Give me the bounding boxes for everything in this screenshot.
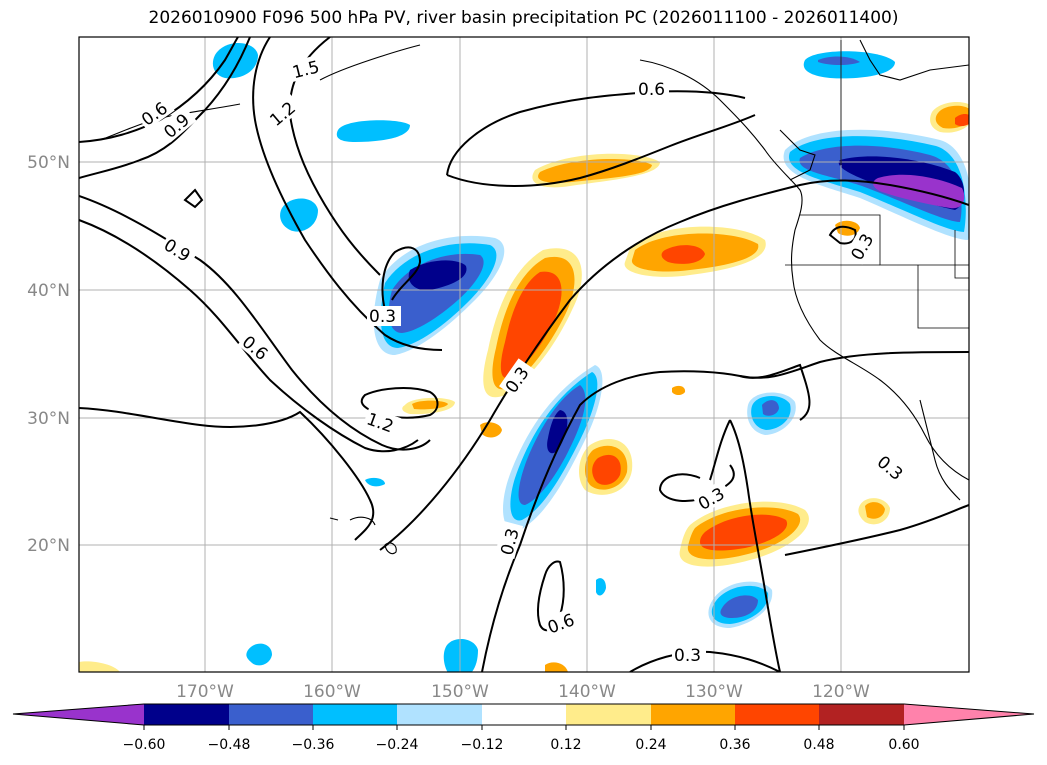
colorbar: −0.60 −0.48 −0.36 −0.24 −0.12 0.12 0.24 … xyxy=(12,703,1035,753)
colorbar-segment-4 xyxy=(397,704,482,725)
colorbar-segment-3 xyxy=(313,704,397,725)
colorbar-tick-8: 0.48 xyxy=(803,737,834,753)
pv-contours xyxy=(79,37,969,672)
pv-label-14: 0.3 xyxy=(674,646,701,666)
colorbar-segment-5 xyxy=(482,704,566,725)
precip-band-negative-south xyxy=(503,365,603,531)
precip-blob-positive-1 xyxy=(578,438,633,495)
colorbar-tick-7: 0.36 xyxy=(719,737,750,753)
lon-label-130w: 130°W xyxy=(685,682,743,702)
pv-label-5: 0.6 xyxy=(638,80,665,100)
lat-label-50n: 50°N xyxy=(27,153,70,173)
map-gridlines xyxy=(79,37,969,672)
colorbar-segment-0 xyxy=(13,704,144,725)
colorbar-tick-2: −0.36 xyxy=(292,737,335,753)
colorbar-segment-10 xyxy=(904,704,1034,725)
colorbar-tick-6: 0.24 xyxy=(635,737,666,753)
precip-band-negative-west xyxy=(373,235,505,355)
lat-label-20n: 20°N xyxy=(27,536,70,556)
precip-blob-negative-nw xyxy=(783,129,969,240)
lon-label-160w: 160°W xyxy=(303,682,361,702)
colorbar-tick-4: −0.12 xyxy=(461,737,504,753)
state-borders xyxy=(785,40,969,329)
colorbar-tick-3: −0.24 xyxy=(376,737,419,753)
colorbar-segment-8 xyxy=(735,704,819,725)
colorbar-segment-2 xyxy=(229,704,313,725)
colorbar-tick-1: −0.48 xyxy=(208,737,251,753)
lat-label-40n: 40°N xyxy=(27,281,70,301)
pv-contour-labels: 1.5 1.2 0.9 0.6 0.6 0.9 0.6 0.3 1.2 0.3 … xyxy=(135,54,912,666)
colorbar-segment-9 xyxy=(819,704,904,725)
precip-small-positives xyxy=(79,102,969,672)
lat-label-30n: 30°N xyxy=(27,409,70,429)
latitude-axis: 50°N 40°N 30°N 20°N xyxy=(27,153,70,556)
colorbar-segment-7 xyxy=(651,704,735,725)
longitude-axis: 170°W 160°W 150°W 140°W 130°W 120°W xyxy=(176,682,870,702)
precip-blob-positive-4 xyxy=(532,153,660,188)
lon-label-140w: 140°W xyxy=(558,682,616,702)
colorbar-tick-0: −0.60 xyxy=(123,737,166,753)
map-frame xyxy=(78,36,970,673)
lon-label-120w: 120°W xyxy=(812,682,870,702)
colorbar-tick-9: 0.60 xyxy=(888,737,919,753)
map-title: 2026010900 F096 500 hPa PV, river basin … xyxy=(148,8,899,28)
precip-small-negatives xyxy=(212,42,895,672)
colorbar-segment-6 xyxy=(566,704,651,725)
lon-label-150w: 150°W xyxy=(431,682,489,702)
colorbar-tick-5: 0.12 xyxy=(550,737,581,753)
precip-blob-positive-3 xyxy=(624,226,766,277)
pv-label-8: 0.3 xyxy=(369,307,396,327)
lon-label-170w: 170°W xyxy=(176,682,234,702)
colorbar-segment-1 xyxy=(144,704,229,725)
precip-anomaly-fills xyxy=(79,42,969,672)
precip-blob-positive-2 xyxy=(679,501,809,567)
